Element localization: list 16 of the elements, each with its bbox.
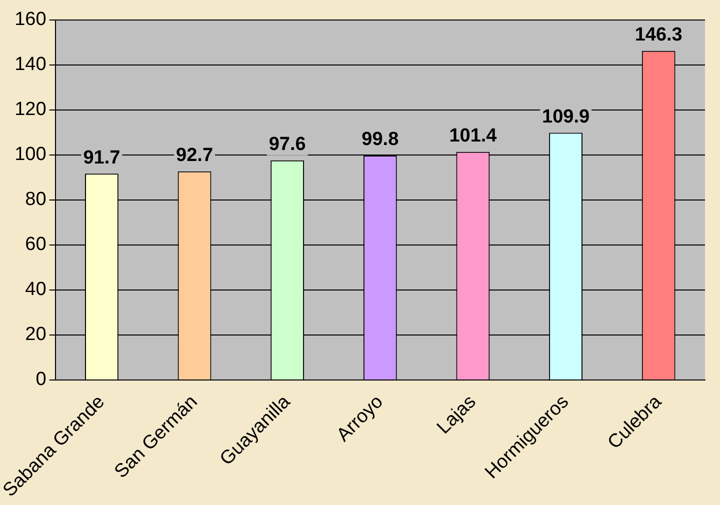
y-tick-label: 80 — [25, 189, 46, 210]
y-tick-label: 100 — [14, 144, 46, 166]
y-tick-label: 160 — [14, 9, 46, 30]
y-tick-label: 40 — [25, 279, 46, 300]
data-label: 97.6 — [268, 134, 306, 156]
y-tick-label: 0 — [36, 369, 46, 390]
y-tick-label: 20 — [25, 324, 46, 346]
y-tick-label: 120 — [14, 99, 46, 120]
data-label: 146.3 — [634, 24, 682, 46]
data-label: 99.8 — [362, 129, 399, 150]
data-label: 109.9 — [542, 106, 590, 128]
data-label: 101.4 — [449, 126, 498, 147]
y-tick-label: 60 — [25, 234, 46, 256]
data-label: 91.7 — [83, 147, 120, 168]
data-label: 92.7 — [176, 145, 214, 166]
y-tick-label: 140 — [14, 54, 46, 76]
